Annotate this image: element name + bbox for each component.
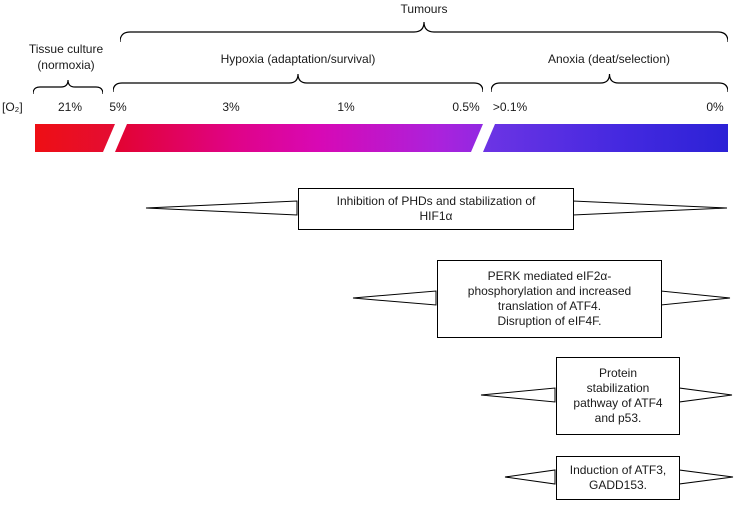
tick-05pct: 0.5% (452, 100, 480, 114)
tick-01pct: >0.1% (492, 100, 528, 114)
perk-box-line1: PERK mediated eIF2α- (487, 268, 612, 283)
perk-arrow-right-icon (660, 290, 731, 306)
anoxia-brace-icon (491, 74, 728, 92)
oxygen-gradient-bar (35, 124, 728, 152)
bar-segment-anoxia (483, 124, 728, 152)
perk-box-line2: phosphorylation and increased (467, 283, 632, 298)
hif-box-line1: Inhibition of PHDs and stabilization of (336, 193, 536, 208)
hif-arrow-left-icon (145, 200, 298, 216)
tick-21pct: 21% (57, 100, 83, 114)
tick-0pct: 0% (706, 100, 724, 114)
stabilization-box-line4: and p53. (594, 411, 642, 426)
o2-axis-label: [O₂] (2, 100, 23, 114)
tick-5pct: 5% (109, 100, 127, 114)
hif-arrow-right-icon (572, 200, 728, 216)
tissue-culture-label: Tissue culture (normoxia) (11, 42, 121, 73)
atf3-arrow-right-icon (678, 469, 734, 485)
atf3-box: Induction of ATF3, GADD153. (556, 456, 680, 500)
atf3-arrow-left-icon (504, 469, 556, 485)
tissue-culture-line1: Tissue culture (28, 42, 104, 56)
hif-box-line2: HIF1α (419, 209, 453, 223)
stabilization-box-line1: Protein (598, 365, 638, 380)
stabilization-arrow-left-icon (480, 387, 556, 403)
atf3-box-line2: GADD153. (588, 478, 648, 492)
tick-1pct: 1% (337, 100, 355, 114)
anoxia-label: Anoxia (deat/selection) (547, 52, 671, 66)
perk-box-line4: Disruption of eIF4F. (497, 314, 602, 329)
hif-box: Inhibition of PHDs and stabilization of … (298, 188, 574, 230)
bar-segment-normoxia (35, 124, 115, 152)
perk-box: PERK mediated eIF2α- phosphorylation and… (437, 260, 662, 338)
hypoxia-label: Hypoxia (adaptation/survival) (220, 52, 376, 66)
tick-3pct: 3% (222, 100, 240, 114)
tissue-culture-brace-icon (33, 80, 103, 94)
stabilization-box-line3: pathway of ATF4 (573, 396, 663, 410)
perk-arrow-left-icon (352, 290, 437, 306)
stabilization-box-line2: stabilization (586, 380, 650, 395)
atf3-box-line1: Induction of ATF3, (569, 462, 667, 477)
stabilization-arrow-right-icon (678, 387, 733, 403)
perk-box-line3: translation of ATF4. (497, 299, 602, 313)
tumours-brace-icon (120, 22, 728, 42)
tumours-label: Tumours (400, 2, 448, 16)
tissue-culture-line2: (normoxia) (37, 57, 95, 72)
bar-segment-hypoxia (115, 124, 483, 152)
hypoxia-brace-icon (113, 74, 483, 92)
stabilization-box: Protein stabilization pathway of ATF4 an… (556, 357, 680, 435)
